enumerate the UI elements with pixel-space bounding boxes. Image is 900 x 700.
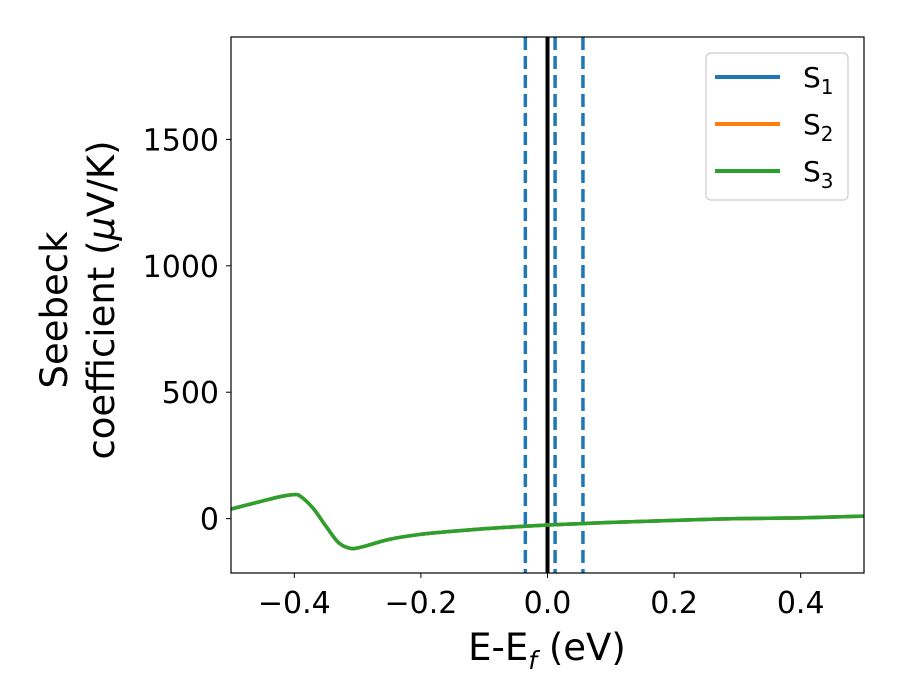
x-tick-label: −0.2 <box>384 586 457 621</box>
legend-label-sub: 3 <box>821 169 834 193</box>
series-layer <box>231 492 864 551</box>
y-axis-ticks: 0 500 1000 1500 <box>143 123 231 538</box>
legend-label-s2: S2 <box>803 108 834 146</box>
y-axis-title-unit: V/K) <box>80 140 123 216</box>
legend-label-main: S <box>803 155 821 188</box>
y-axis-title: Seebeck coefficient (μV/K) <box>33 140 123 459</box>
x-axis-title-main: E-E <box>468 626 528 669</box>
series-line-s3 <box>231 492 864 551</box>
x-axis-title-unit: (eV) <box>537 626 626 669</box>
y-axis-title-line1: Seebeck <box>33 231 76 389</box>
y-tick-label: 1000 <box>143 250 219 285</box>
legend-label-sub: 2 <box>821 122 834 146</box>
x-tick-label: 0.0 <box>524 586 572 621</box>
x-axis-ticks: −0.4 −0.2 0.0 0.2 0.4 <box>258 573 825 621</box>
y-axis-title-line2-main: coefficient ( <box>80 240 123 459</box>
x-tick-label: 0.4 <box>777 586 825 621</box>
x-tick-label: −0.4 <box>258 586 331 621</box>
legend-label-main: S <box>803 61 821 94</box>
vertical-reference-lines <box>523 37 585 573</box>
y-tick-label: 1500 <box>143 123 219 158</box>
legend-label-s1: S1 <box>803 61 834 99</box>
legend-label-s3: S3 <box>803 155 834 193</box>
plot-area <box>231 37 864 573</box>
y-tick-label: 500 <box>162 376 219 411</box>
x-axis-title: E-Ef (eV) <box>468 626 626 675</box>
legend-label-sub: 1 <box>821 75 834 99</box>
y-tick-label: 0 <box>200 503 219 538</box>
legend-frame <box>705 52 849 201</box>
legend-label-main: S <box>803 108 821 141</box>
y-axis-title-mu: μ <box>80 217 123 242</box>
y-axis-title-line2: coefficient (μV/K) <box>80 140 123 459</box>
x-tick-label: 0.2 <box>650 586 698 621</box>
